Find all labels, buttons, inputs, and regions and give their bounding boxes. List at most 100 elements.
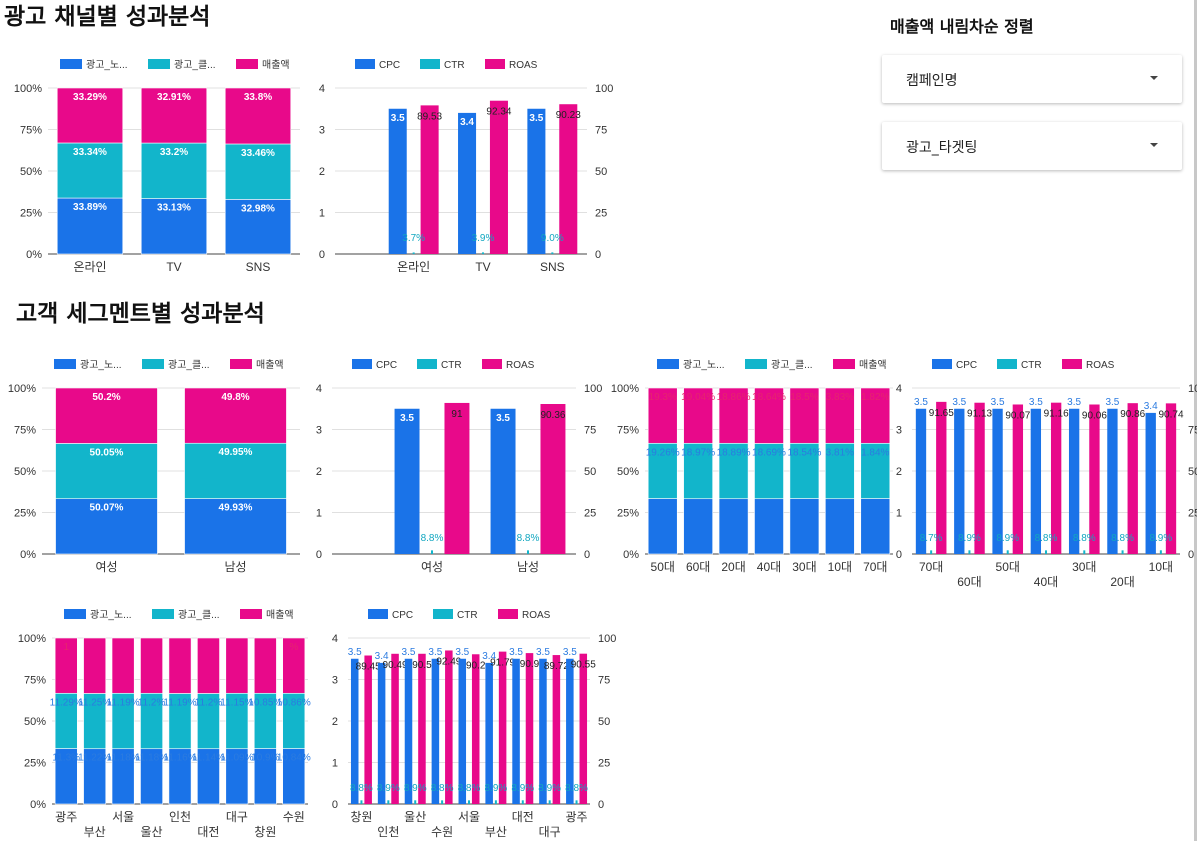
legend-label: CPC xyxy=(379,60,400,71)
cpc-bar xyxy=(992,408,1003,554)
roas-bar xyxy=(445,650,453,804)
y-left-tick-label: 2 xyxy=(319,166,325,178)
legend-swatch xyxy=(420,59,440,69)
data-label: 19.04% xyxy=(681,392,715,403)
ctr-bar xyxy=(968,550,971,554)
channel-section-title: 광고 채널별 성과분석 xyxy=(4,4,211,30)
roas-data-label: 91 xyxy=(451,409,463,420)
legend-swatch xyxy=(240,609,262,619)
roas-bar xyxy=(471,654,480,804)
stacked-bar-segment xyxy=(647,387,678,444)
data-label: 18.97% xyxy=(681,447,715,458)
ctr-bar xyxy=(1083,550,1086,554)
data-label: 1.82% xyxy=(861,392,889,403)
legend-label: 매출액 xyxy=(262,59,290,71)
roas-data-label: 90.86 xyxy=(1120,409,1145,420)
channel-stacked-chart: 0% 25% 50% 75% 100% 광고_노... 광고_클... 매출액 33.89% 33… xyxy=(14,59,300,274)
region-stacked-chart: 0%25%50%75%100%광고_노... 광고_클... 매출액11.3%11.… xyxy=(18,609,311,839)
stacked-bar-segment xyxy=(683,387,713,444)
x-tick-label: 70대 xyxy=(919,560,943,574)
roas-data-label: 89.53 xyxy=(417,111,442,122)
x-tick-label: 대전 xyxy=(197,825,219,839)
y-right-tick-label: 0 xyxy=(598,799,604,811)
stacked-bar-segment xyxy=(56,197,124,255)
cpc-data-label: 3.5 xyxy=(402,647,416,658)
age-stacked-chart: 0% 25% 50% 75% 100% 광고_노... 광고_클... 매출액 19.26% 19… xyxy=(611,359,893,574)
cpc-bar xyxy=(458,658,467,804)
data-label: 50.07% xyxy=(90,503,124,514)
ctr-bar xyxy=(1121,550,1124,554)
stacked-bar-segment xyxy=(224,87,292,145)
legend-swatch xyxy=(54,359,76,369)
ctr-bar xyxy=(412,252,415,254)
ctr-bar xyxy=(551,252,554,254)
y-tick-label: 25% xyxy=(20,208,42,220)
stacked-bar-segment xyxy=(718,442,749,500)
stacked-bar-segment xyxy=(197,637,220,694)
y-right-tick-label: 50 xyxy=(584,466,596,478)
y-left-tick-label: 2 xyxy=(316,466,322,478)
cpc-data-label: 3.5 xyxy=(529,113,543,124)
roas-bar xyxy=(525,653,534,804)
stacked-bar-segment xyxy=(825,498,855,555)
cpc-data-label: 3.4 xyxy=(375,651,389,662)
ctr-data-label: 8.9% xyxy=(996,533,1019,544)
y-tick-label: 25% xyxy=(617,508,639,520)
data-label: 11.16% xyxy=(163,753,196,764)
x-tick-label: 50대 xyxy=(651,560,675,574)
chevron-down-icon xyxy=(1150,143,1158,147)
sort-panel-title: 매출액 내림차순 정렬 xyxy=(890,17,1034,36)
y-left-tick-label: 4 xyxy=(332,633,338,645)
x-tick-label: 울산 xyxy=(404,810,426,824)
stacked-bar-segment xyxy=(140,198,208,255)
legend-swatch xyxy=(498,609,518,619)
roas-data-label: 90.5 xyxy=(412,660,432,671)
roas-data-label: 92.34 xyxy=(486,107,511,118)
campaign-filter-dropdown[interactable]: 캠페인명 xyxy=(882,55,1182,103)
stacked-bar-segment xyxy=(282,637,306,694)
legend-swatch xyxy=(64,609,86,619)
cpc-data-label: 3.5 xyxy=(991,397,1005,408)
y-left-tick-label: 3 xyxy=(316,425,322,437)
legend-swatch xyxy=(236,59,258,69)
cpc-data-label: 3.5 xyxy=(1067,397,1081,408)
data-label: 3.83% xyxy=(826,392,854,403)
cpc-data-label: 3.5 xyxy=(496,413,510,424)
x-tick-label: 30대 xyxy=(792,560,816,574)
ctr-bar xyxy=(527,550,529,554)
ctr-data-label: 8.8% xyxy=(1035,533,1058,544)
ctr-data-label: 8.9% xyxy=(538,783,561,794)
legend-label: 광고_클... xyxy=(174,59,216,71)
stacked-bar-segment xyxy=(184,498,287,555)
x-tick-label: 광주 xyxy=(566,810,588,824)
x-tick-label: 부산 xyxy=(84,825,106,839)
y-left-tick-label: 3 xyxy=(332,675,338,687)
x-tick-label: 창원 xyxy=(350,810,372,824)
legend-label: ROAS xyxy=(506,360,535,371)
data-label: 33.2% xyxy=(160,147,188,158)
x-tick-label: 30대 xyxy=(1072,560,1096,574)
cpc-bar xyxy=(490,408,516,554)
y-tick-label: 100% xyxy=(611,383,639,395)
stacked-bar-segment xyxy=(83,637,107,694)
y-right-tick-label: 100 xyxy=(1188,383,1197,395)
roas-data-label: 92.49 xyxy=(436,656,461,667)
legend-swatch xyxy=(148,59,170,69)
cpc-bar xyxy=(566,658,574,804)
ctr-bar xyxy=(494,800,497,804)
stacked-bar-segment xyxy=(140,142,208,199)
legend-swatch xyxy=(368,609,388,619)
y-tick-label: 50% xyxy=(24,716,46,728)
cpc-data-label: 3.5 xyxy=(536,647,550,658)
y-right-tick-label: 75 xyxy=(1188,425,1197,437)
targeting-filter-label: 광고_타겟팅 xyxy=(906,140,978,156)
x-tick-label: 대구 xyxy=(226,810,248,824)
legend-swatch xyxy=(142,359,164,369)
targeting-filter-dropdown[interactable]: 광고_타겟팅 xyxy=(882,122,1182,170)
data-label: 11.3% xyxy=(52,753,80,764)
stacked-bar-segment xyxy=(860,387,891,444)
cpc-bar xyxy=(377,662,386,804)
data-label: 33.34% xyxy=(73,147,107,158)
y-right-tick-label: 100 xyxy=(584,383,602,395)
legend-label: 매출액 xyxy=(256,359,284,371)
